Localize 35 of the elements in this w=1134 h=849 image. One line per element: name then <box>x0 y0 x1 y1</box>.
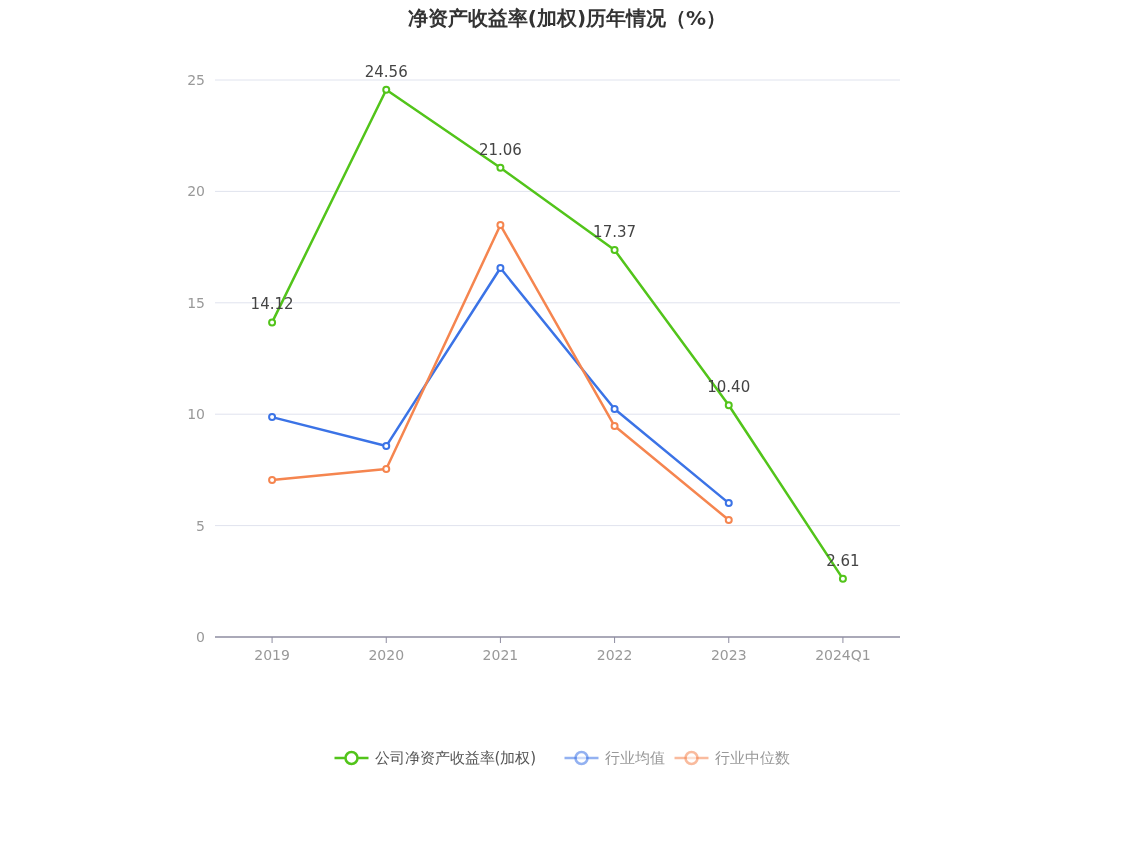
point <box>382 465 391 474</box>
point <box>496 163 505 172</box>
legend-label: 公司净资产收益率(加权) <box>374 749 537 767</box>
y-tick-label: 0 <box>196 629 205 645</box>
data-label: 17.37 <box>593 223 637 241</box>
chart-title: 净资产收益率(加权)历年情况（%） <box>407 6 727 30</box>
point <box>610 405 619 414</box>
x-tick-label: 2023 <box>710 647 747 663</box>
point <box>382 442 391 451</box>
point <box>610 422 619 431</box>
x-tick-label: 2020 <box>368 647 405 663</box>
x-tick-label: 2024Q1 <box>815 647 871 663</box>
point <box>838 574 847 583</box>
point <box>724 401 733 410</box>
y-tick-label: 10 <box>187 406 205 423</box>
x-tick-label: 2022 <box>596 647 633 663</box>
y-tick-label: 25 <box>187 72 205 88</box>
legend-label: 行业均值 <box>604 749 665 767</box>
y-tick-label: 20 <box>187 183 205 200</box>
point <box>268 413 277 422</box>
x-tick-label: 2019 <box>254 647 290 663</box>
point <box>268 318 277 327</box>
y-tick-label: 5 <box>196 517 205 534</box>
x-tick-label: 2021 <box>482 647 519 663</box>
data-label: 24.56 <box>364 62 408 81</box>
data-label: 21.06 <box>478 140 522 159</box>
y-tick-label: 15 <box>187 294 205 311</box>
point <box>610 246 619 254</box>
legend-label: 行业中位数 <box>714 749 790 767</box>
point <box>724 499 733 508</box>
point <box>496 221 505 230</box>
point <box>382 85 391 94</box>
point <box>496 264 505 273</box>
point <box>724 516 733 525</box>
point <box>268 475 277 484</box>
